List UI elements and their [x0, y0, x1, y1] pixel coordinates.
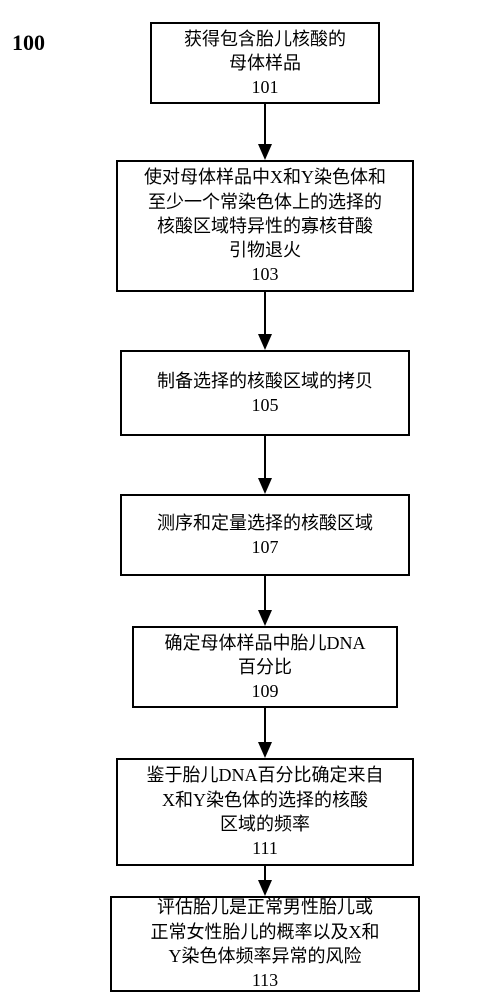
flow-node-text: 使对母体样品中X和Y染色体和 至少一个常染色体上的选择的 核酸区域特异性的寡核苷… [144, 165, 386, 286]
flow-node-text: 制备选择的核酸区域的拷贝 105 [157, 369, 373, 418]
flow-node-text: 鉴于胎儿DNA百分比确定来自 X和Y染色体的选择的核酸 区域的频率 111 [147, 763, 384, 860]
flow-node-text: 测序和定量选择的核酸区域 107 [157, 511, 373, 560]
flowchart-page: 100 获得包含胎儿核酸的 母体样品 101 使对母体样品中X和Y染色体和 至少一… [0, 0, 501, 1000]
flow-node-n111: 鉴于胎儿DNA百分比确定来自 X和Y染色体的选择的核酸 区域的频率 111 [116, 758, 414, 866]
flow-node-text: 评估胎儿是正常男性胎儿或 正常女性胎儿的概率以及X和 Y染色体频率异常的风险 1… [151, 895, 380, 992]
flow-node-n113: 评估胎儿是正常男性胎儿或 正常女性胎儿的概率以及X和 Y染色体频率异常的风险 1… [110, 896, 420, 992]
flow-node-n109: 确定母体样品中胎儿DNA 百分比 109 [132, 626, 398, 708]
flow-node-text: 确定母体样品中胎儿DNA 百分比 109 [165, 631, 366, 704]
flow-node-text: 获得包含胎儿核酸的 母体样品 101 [184, 27, 346, 100]
flow-node-n107: 测序和定量选择的核酸区域 107 [120, 494, 410, 576]
figure-number: 100 [12, 30, 45, 56]
flow-node-n101: 获得包含胎儿核酸的 母体样品 101 [150, 22, 380, 104]
flow-node-n105: 制备选择的核酸区域的拷贝 105 [120, 350, 410, 436]
flow-node-n103: 使对母体样品中X和Y染色体和 至少一个常染色体上的选择的 核酸区域特异性的寡核苷… [116, 160, 414, 292]
